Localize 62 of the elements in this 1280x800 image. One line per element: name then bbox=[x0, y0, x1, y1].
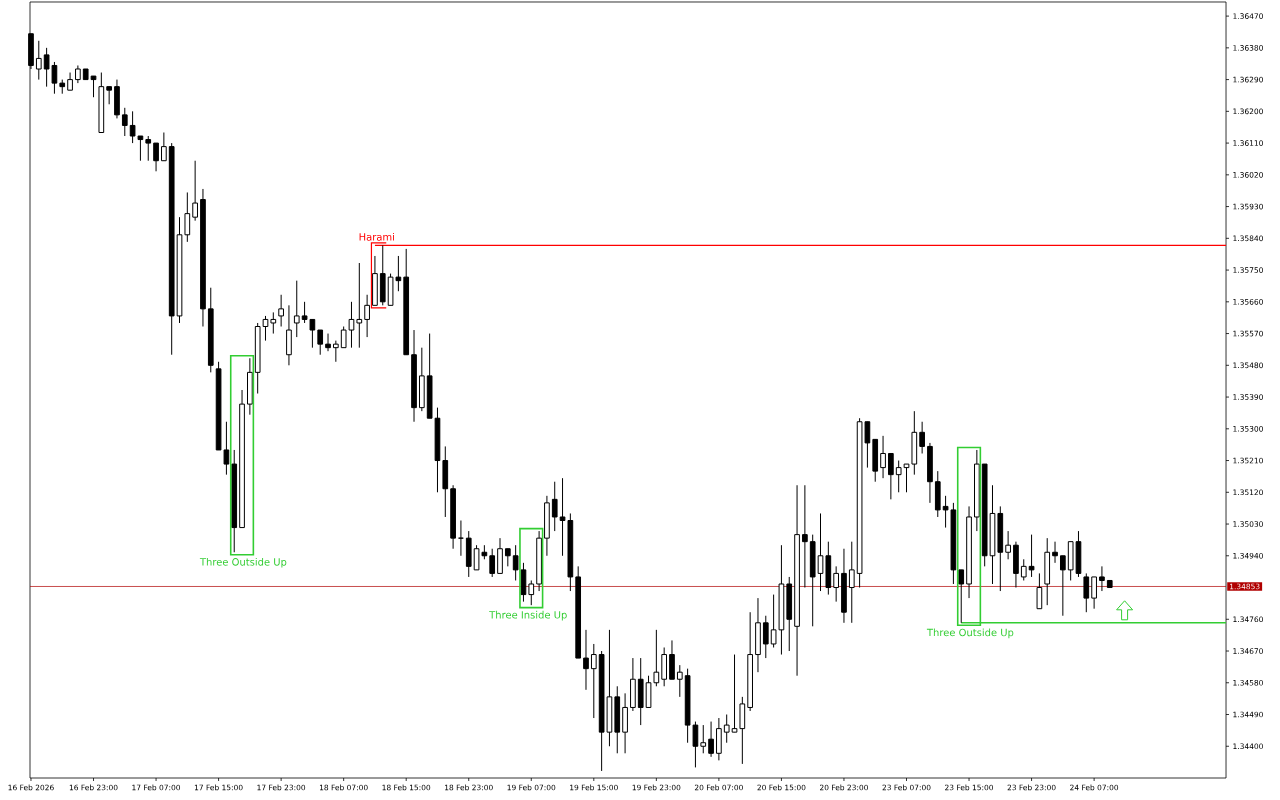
candlestick bbox=[145, 135, 152, 162]
candlestick bbox=[325, 333, 331, 352]
candlestick bbox=[1020, 558, 1027, 581]
candlestick bbox=[293, 280, 300, 338]
candlestick bbox=[723, 714, 730, 744]
candlestick bbox=[708, 721, 714, 758]
candlestick bbox=[129, 110, 136, 144]
candlestick bbox=[223, 421, 230, 476]
candlestick bbox=[880, 435, 886, 479]
candlestick bbox=[333, 340, 339, 363]
candlestick bbox=[528, 579, 535, 606]
candlestick bbox=[833, 565, 839, 603]
candlestick bbox=[137, 135, 144, 162]
candlestick bbox=[356, 262, 363, 349]
candlestick bbox=[559, 477, 566, 557]
candlestick bbox=[161, 132, 167, 162]
candlestick bbox=[512, 544, 519, 581]
candlestick bbox=[762, 615, 769, 659]
candlestick bbox=[121, 107, 128, 137]
candlestick bbox=[192, 160, 198, 222]
candlestick bbox=[1028, 534, 1035, 578]
candlestick bbox=[895, 460, 902, 493]
ref-line-label: Harami bbox=[359, 232, 394, 241]
candlestick bbox=[1060, 555, 1066, 617]
candlestick bbox=[278, 294, 284, 327]
candlestick bbox=[919, 421, 925, 454]
candlestick bbox=[184, 191, 191, 243]
candlestick bbox=[888, 452, 894, 500]
ref-line-label: Three Outside Up bbox=[926, 628, 1014, 639]
candlestick bbox=[364, 294, 370, 338]
candlestick bbox=[1091, 576, 1097, 610]
candlestick bbox=[317, 329, 324, 356]
candlestick bbox=[700, 724, 707, 754]
candlestick bbox=[676, 664, 683, 698]
candlestick bbox=[90, 75, 97, 98]
annotation: Three Inside Up bbox=[489, 610, 567, 621]
candlestick bbox=[903, 463, 910, 493]
candlestick bbox=[1099, 565, 1105, 592]
candlestick bbox=[458, 520, 464, 557]
candlestick bbox=[340, 326, 347, 349]
candlestick bbox=[958, 569, 965, 624]
candlestick bbox=[583, 629, 589, 691]
candlestick bbox=[848, 541, 855, 624]
annotation: Three Outside Up bbox=[199, 557, 287, 568]
candlestick bbox=[489, 548, 496, 578]
candlestick bbox=[153, 142, 159, 172]
candlestick bbox=[106, 86, 112, 105]
candlestick bbox=[653, 629, 660, 687]
candlestick bbox=[270, 311, 277, 335]
candlestick bbox=[731, 654, 738, 733]
candlestick bbox=[942, 495, 949, 529]
candlestick bbox=[802, 484, 808, 589]
candlestick bbox=[348, 301, 355, 349]
candlestick bbox=[551, 481, 558, 532]
candlestick bbox=[1052, 541, 1058, 564]
candlestick bbox=[1005, 530, 1011, 560]
candlestick bbox=[1083, 572, 1090, 613]
candlestick bbox=[35, 40, 42, 81]
candlestick bbox=[590, 643, 597, 719]
candlestick bbox=[1036, 572, 1043, 610]
candlestick bbox=[770, 594, 777, 648]
candlestick bbox=[692, 721, 699, 768]
